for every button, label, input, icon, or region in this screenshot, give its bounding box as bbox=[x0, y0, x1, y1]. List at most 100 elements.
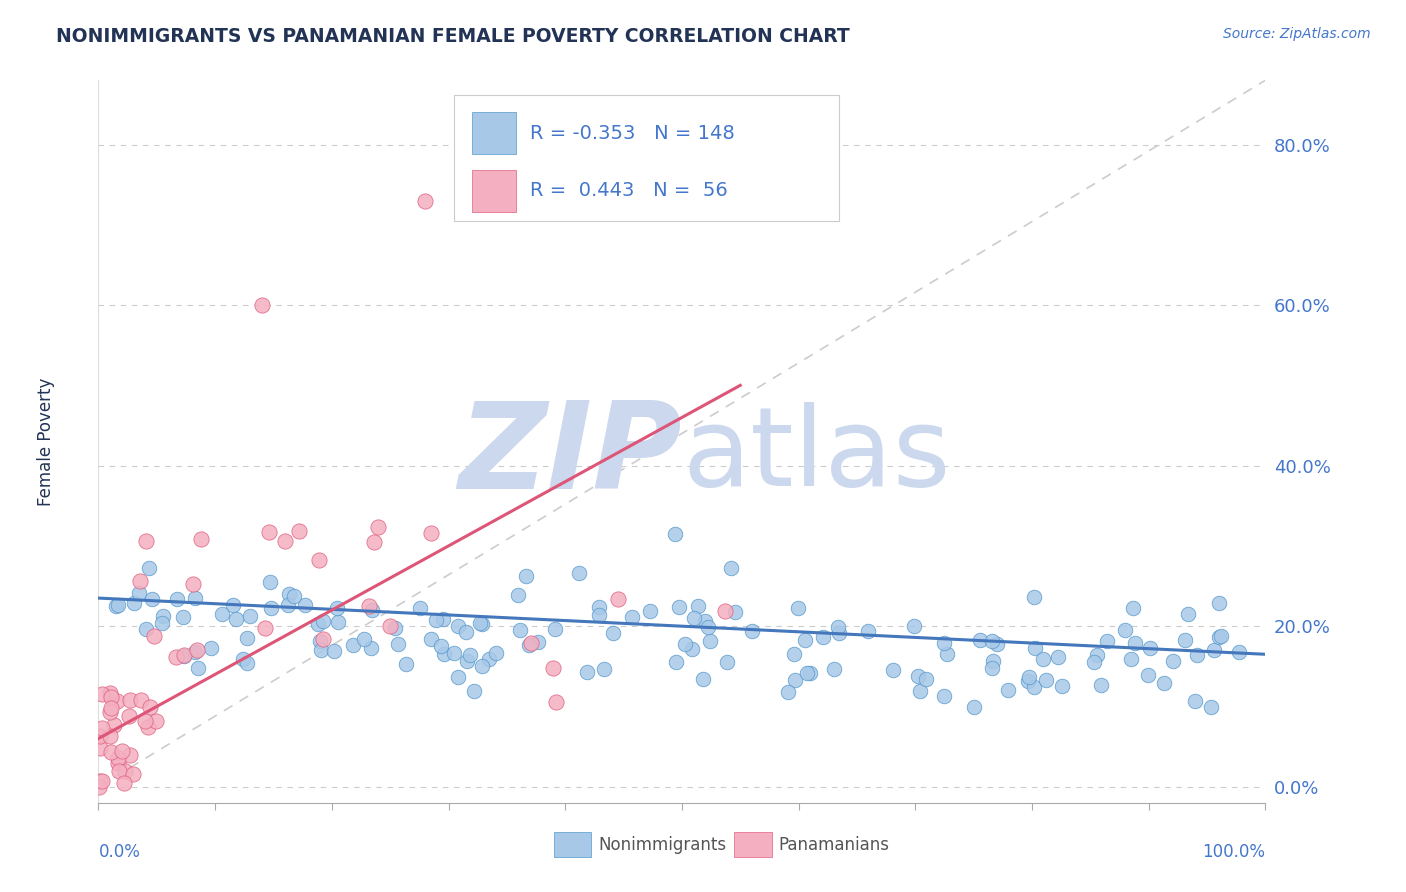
Point bbox=[173, 649, 195, 664]
Point bbox=[588, 599, 610, 614]
Point bbox=[696, 620, 718, 634]
Point bbox=[1137, 668, 1160, 682]
Point bbox=[143, 629, 166, 643]
Point bbox=[527, 634, 550, 648]
Point bbox=[323, 644, 346, 658]
Point bbox=[387, 637, 409, 651]
Point bbox=[328, 615, 350, 629]
Text: Nonimmigrants: Nonimmigrants bbox=[598, 836, 725, 854]
FancyBboxPatch shape bbox=[734, 831, 772, 857]
Point bbox=[395, 657, 418, 672]
Point bbox=[907, 669, 929, 683]
Point bbox=[1018, 670, 1040, 684]
Point bbox=[173, 648, 195, 662]
Point bbox=[184, 645, 207, 659]
Point bbox=[447, 619, 470, 633]
Point bbox=[100, 701, 122, 715]
Point bbox=[576, 665, 599, 679]
Point bbox=[827, 620, 849, 634]
Point bbox=[1177, 607, 1199, 621]
Point bbox=[225, 611, 247, 625]
Point bbox=[239, 609, 262, 624]
Point bbox=[799, 666, 821, 681]
Point bbox=[741, 624, 763, 638]
Point bbox=[1035, 673, 1057, 687]
Point bbox=[122, 766, 145, 780]
FancyBboxPatch shape bbox=[472, 112, 516, 154]
Point bbox=[443, 646, 465, 660]
Point bbox=[796, 666, 818, 681]
FancyBboxPatch shape bbox=[472, 169, 516, 211]
Point bbox=[413, 194, 436, 208]
Point bbox=[673, 637, 696, 651]
Point bbox=[274, 534, 297, 549]
Point bbox=[568, 566, 591, 580]
Point bbox=[432, 612, 454, 626]
Point bbox=[152, 608, 174, 623]
Point bbox=[932, 689, 955, 703]
Point bbox=[384, 621, 406, 635]
Point bbox=[665, 655, 688, 669]
Point bbox=[776, 685, 799, 699]
Point bbox=[506, 588, 529, 602]
Point bbox=[1114, 623, 1136, 637]
Point bbox=[786, 600, 808, 615]
Point bbox=[89, 774, 111, 789]
Point bbox=[981, 660, 1004, 674]
Point bbox=[783, 647, 806, 661]
Point bbox=[980, 633, 1002, 648]
Point bbox=[342, 638, 364, 652]
Point bbox=[107, 756, 129, 771]
Point bbox=[681, 642, 703, 657]
Text: R =  0.443   N =  56: R = 0.443 N = 56 bbox=[530, 181, 728, 201]
Point bbox=[602, 626, 624, 640]
Point bbox=[668, 599, 690, 614]
Point bbox=[181, 577, 204, 591]
Point bbox=[477, 652, 499, 666]
Point bbox=[1032, 652, 1054, 666]
Point bbox=[1122, 600, 1144, 615]
Point bbox=[1095, 633, 1118, 648]
Point bbox=[118, 693, 141, 707]
Text: R = -0.353   N = 148: R = -0.353 N = 148 bbox=[530, 123, 735, 143]
Point bbox=[1227, 645, 1250, 659]
Point bbox=[114, 764, 136, 779]
Point bbox=[112, 775, 135, 789]
Point bbox=[914, 672, 936, 686]
Point bbox=[908, 684, 931, 698]
Text: atlas: atlas bbox=[682, 402, 950, 509]
Point bbox=[307, 617, 329, 632]
Point bbox=[1211, 628, 1233, 642]
Point bbox=[720, 561, 742, 575]
Point bbox=[541, 661, 564, 675]
Point bbox=[714, 604, 737, 618]
Point bbox=[118, 709, 141, 723]
Point bbox=[107, 751, 129, 765]
Point bbox=[856, 624, 879, 639]
Point bbox=[1187, 648, 1209, 662]
Point bbox=[360, 640, 382, 655]
Point bbox=[135, 622, 157, 636]
Point bbox=[89, 729, 111, 743]
Point bbox=[139, 699, 162, 714]
Point bbox=[458, 648, 481, 663]
Point bbox=[934, 636, 956, 650]
FancyBboxPatch shape bbox=[554, 831, 591, 857]
Point bbox=[111, 744, 134, 758]
Point bbox=[811, 630, 834, 644]
Point bbox=[1090, 678, 1112, 692]
Point bbox=[471, 659, 494, 673]
Point bbox=[969, 633, 991, 648]
Point bbox=[1123, 636, 1146, 650]
Point bbox=[308, 552, 330, 566]
Point bbox=[543, 622, 565, 636]
Point bbox=[1022, 590, 1045, 604]
Point bbox=[90, 773, 112, 788]
Point bbox=[1208, 596, 1230, 610]
Point bbox=[963, 699, 986, 714]
Point bbox=[283, 589, 305, 603]
Point bbox=[236, 631, 259, 645]
Point bbox=[688, 599, 710, 614]
Point bbox=[1017, 673, 1039, 688]
Point bbox=[997, 683, 1019, 698]
